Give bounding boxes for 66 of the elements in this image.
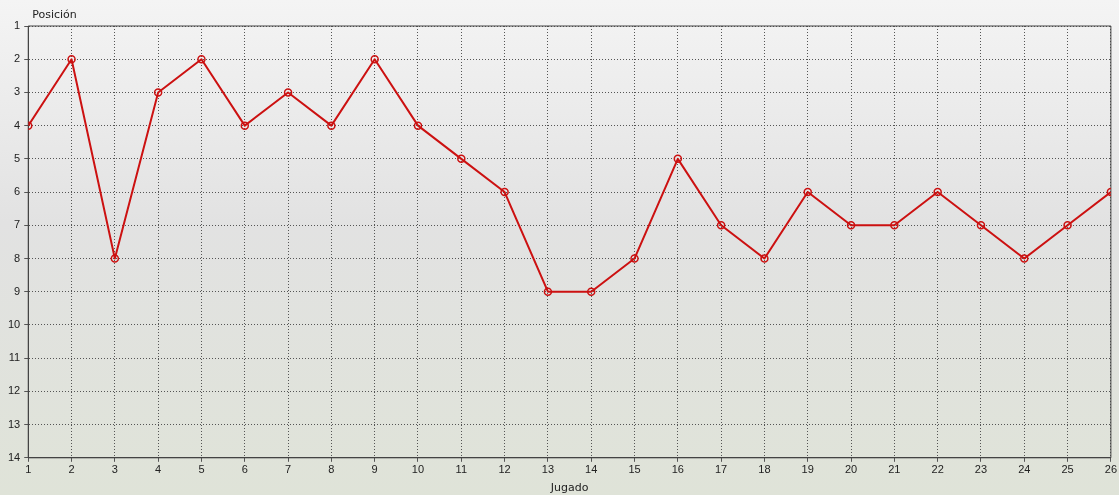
point	[110, 254, 120, 263]
point	[1063, 221, 1072, 230]
x-tick-label: 14	[585, 463, 598, 476]
y-tick-label: 11	[8, 351, 21, 364]
point	[500, 187, 509, 197]
point	[370, 54, 379, 64]
x-tick-label: 4	[155, 463, 162, 476]
point	[976, 221, 986, 230]
point	[457, 154, 466, 164]
point	[1020, 254, 1029, 263]
x-tick-label: 18	[758, 463, 771, 476]
x-tick-label: 23	[974, 463, 988, 476]
y-tick-label: 9	[14, 284, 21, 297]
x-tick-label: 20	[844, 463, 858, 476]
y-tick-label: 3	[14, 85, 21, 98]
point	[716, 221, 726, 230]
point	[153, 88, 163, 97]
y-tick-label: 12	[7, 384, 21, 397]
point	[67, 54, 76, 64]
y-tick-label: 4	[14, 118, 21, 131]
point	[630, 254, 639, 263]
x-tick-label: 8	[328, 463, 335, 476]
x-tick-label: 15	[628, 463, 641, 476]
x-tick-label: 6	[241, 463, 248, 476]
x-tick-label: 13	[541, 463, 555, 476]
x-tick-label: 1	[25, 463, 32, 476]
x-tick-label: 17	[715, 463, 728, 476]
point	[673, 154, 683, 164]
x-tick-label: 7	[285, 463, 292, 476]
point	[933, 187, 942, 197]
y-tick-label: 14	[7, 450, 21, 463]
x-tick-label: 11	[455, 463, 468, 476]
point	[413, 121, 423, 130]
y-tick-label: 2	[14, 52, 21, 65]
point	[327, 121, 336, 130]
point	[846, 221, 856, 230]
point	[240, 121, 250, 130]
point	[890, 221, 899, 230]
x-tick-label: 5	[198, 463, 205, 476]
point	[760, 254, 769, 263]
point	[197, 54, 206, 64]
y-axis-title: Posición	[32, 8, 77, 22]
x-tick-label: 16	[671, 463, 684, 476]
point	[283, 88, 293, 97]
x-tick-label: 24	[1018, 463, 1031, 476]
x-axis-title: Jugado	[549, 481, 589, 495]
y-tick-label: 7	[14, 218, 21, 231]
y-tick-label: 13	[7, 417, 21, 430]
y-tick-label: 10	[7, 317, 21, 330]
y-tick-label: 5	[14, 151, 21, 164]
x-tick-label: 10	[411, 463, 425, 476]
x-tick-label: 19	[801, 463, 814, 476]
x-tick-label: 3	[111, 463, 118, 476]
x-tick-label: 22	[931, 463, 944, 476]
y-tick-label: 6	[14, 185, 21, 198]
x-tick-label: 25	[1061, 463, 1074, 476]
x-tick-label: 9	[371, 463, 378, 476]
point	[803, 187, 812, 197]
x-tick-label: 21	[888, 463, 901, 476]
y-tick-label: 1	[14, 19, 21, 32]
x-tick-label: 2	[68, 463, 75, 476]
x-tick-label: 26	[1104, 463, 1118, 476]
y-tick-label: 8	[14, 251, 21, 264]
point	[586, 287, 596, 296]
x-tick-label: 12	[498, 463, 511, 476]
point	[543, 287, 553, 296]
